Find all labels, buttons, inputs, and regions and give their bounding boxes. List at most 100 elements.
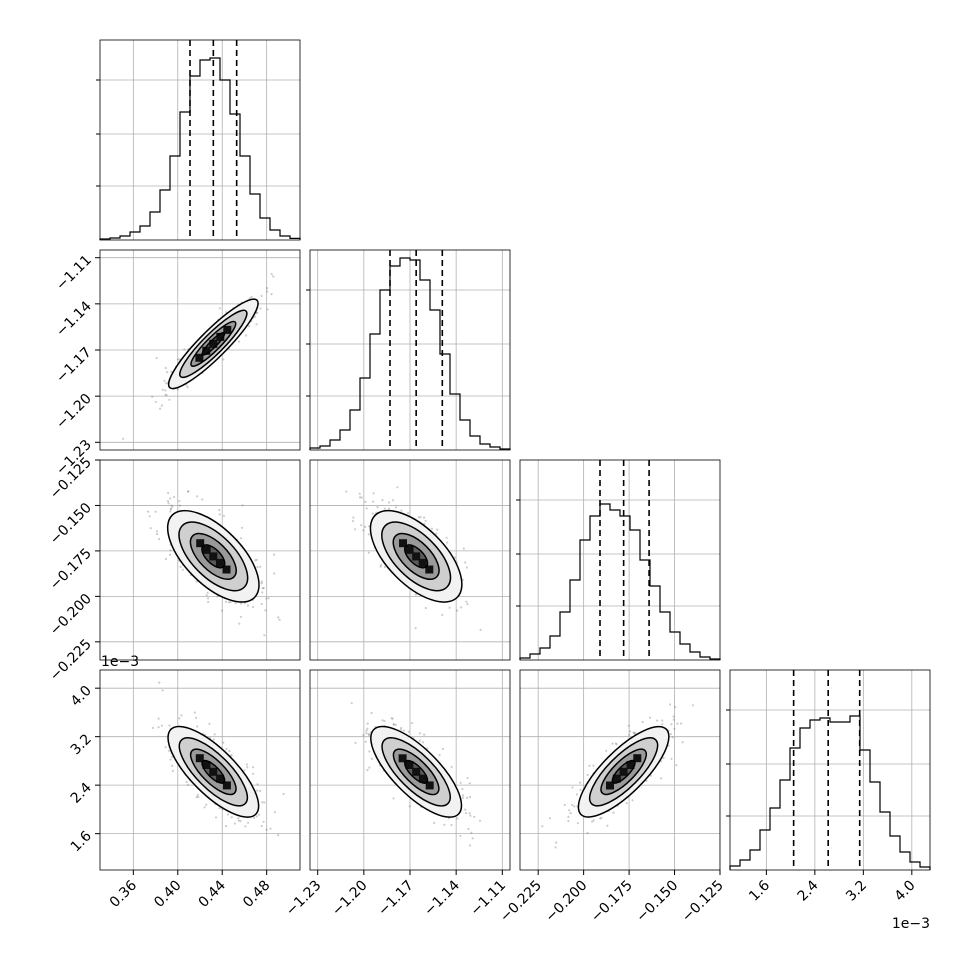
scatter-contour-panel	[309, 459, 511, 661]
histogram-step	[309, 257, 511, 450]
sample-point	[656, 719, 659, 722]
sample-point	[252, 772, 255, 775]
sample-point	[247, 821, 250, 824]
sample-point	[612, 811, 615, 814]
sample-point	[170, 507, 173, 510]
sample-point	[541, 825, 544, 828]
sample-point	[633, 732, 636, 735]
sample-point	[599, 817, 602, 820]
sample-point	[579, 781, 582, 784]
sample-point	[670, 757, 673, 760]
sample-point	[218, 508, 221, 512]
sample-point	[367, 533, 370, 536]
density-core-cell	[195, 353, 204, 362]
sample-point	[169, 497, 172, 500]
sample-point	[419, 516, 422, 519]
sample-point	[391, 717, 394, 720]
sample-point	[680, 722, 683, 725]
contour-line	[189, 532, 237, 580]
sample-point	[366, 727, 369, 730]
sample-point	[592, 819, 595, 822]
sample-point	[672, 715, 675, 718]
sample-point	[661, 719, 664, 722]
sample-point	[466, 776, 469, 780]
sample-point	[383, 507, 386, 510]
sample-point	[171, 505, 174, 508]
sample-point	[478, 819, 482, 822]
sample-point	[228, 750, 231, 753]
sample-point	[605, 749, 608, 753]
sample-point	[266, 308, 269, 311]
sample-point	[207, 597, 210, 600]
sample-point	[392, 723, 395, 726]
scatter-contour-panel	[99, 669, 301, 871]
sample-point	[264, 609, 267, 612]
density-core-cell	[209, 339, 218, 348]
sample-point	[579, 788, 582, 792]
sample-point	[674, 705, 677, 709]
sample-point	[414, 627, 417, 630]
sample-point	[554, 846, 557, 849]
sample-point	[237, 817, 240, 820]
sample-point	[168, 553, 172, 557]
contour-line	[167, 725, 260, 818]
sample-point	[161, 388, 164, 391]
sample-point	[205, 594, 208, 597]
sample-point	[250, 295, 253, 298]
sample-point	[122, 437, 125, 440]
sample-point	[392, 722, 395, 726]
sample-point	[450, 765, 453, 769]
sample-point	[164, 557, 168, 561]
sample-point	[164, 746, 167, 749]
sample-point	[460, 606, 463, 609]
sample-point	[365, 729, 368, 732]
sample-point	[260, 582, 263, 585]
sample-point	[255, 815, 258, 818]
sample-point	[178, 717, 181, 720]
sample-point	[459, 781, 462, 784]
sample-point	[222, 741, 225, 744]
sample-point	[641, 720, 644, 724]
sample-point	[625, 802, 628, 805]
sample-point	[154, 400, 157, 403]
x-tick-label: 3.2	[843, 878, 870, 905]
sample-point	[185, 780, 188, 784]
sample-point	[436, 528, 439, 531]
sample-point	[669, 732, 673, 736]
sample-point	[450, 823, 453, 827]
y-tick-label: −1.17	[53, 345, 95, 387]
sample-point	[464, 561, 467, 564]
density-core-cell	[202, 545, 211, 554]
y-tick-label: 2.4	[68, 780, 95, 807]
sample-point	[430, 527, 433, 530]
density-core-cell	[412, 767, 421, 776]
density-core-cell	[222, 565, 231, 574]
panel-frame	[519, 459, 721, 661]
sample-point	[244, 825, 247, 828]
sample-point	[239, 819, 242, 823]
sample-point	[230, 816, 233, 819]
sample-point	[206, 591, 209, 594]
density-core-cell	[626, 761, 635, 769]
sample-point	[422, 741, 425, 744]
sample-point	[368, 750, 371, 753]
sample-point	[586, 831, 589, 835]
sample-point	[160, 404, 163, 407]
contour-line	[166, 509, 260, 603]
contour-line	[201, 544, 226, 569]
sample-point	[165, 371, 169, 374]
sample-point	[266, 287, 269, 290]
sample-point	[379, 565, 382, 568]
sample-point	[195, 716, 198, 720]
sample-point	[362, 734, 365, 737]
sample-point	[201, 498, 204, 501]
sample-point	[261, 587, 264, 590]
sample-point	[586, 773, 589, 777]
sample-point	[164, 366, 167, 370]
sample-point	[196, 725, 199, 728]
sample-point	[383, 720, 386, 723]
sample-point	[394, 506, 398, 509]
sample-point	[568, 809, 571, 812]
sample-point	[614, 742, 617, 745]
sample-point	[479, 628, 482, 632]
